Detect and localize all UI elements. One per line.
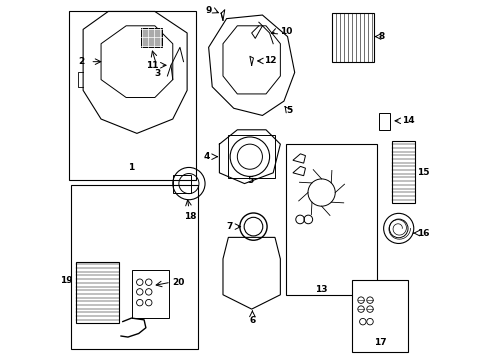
- Text: 2: 2: [79, 57, 85, 66]
- Bar: [69, 12, 196, 180]
- Text: 4: 4: [203, 152, 210, 161]
- Text: 20: 20: [172, 278, 184, 287]
- Text: 11: 11: [145, 61, 158, 70]
- Bar: [70, 185, 198, 348]
- Text: 16: 16: [416, 229, 428, 238]
- Text: 18: 18: [183, 212, 196, 221]
- Text: 12: 12: [264, 57, 276, 66]
- Text: 17: 17: [373, 338, 386, 347]
- Text: 19: 19: [61, 276, 73, 285]
- Bar: [378, 113, 389, 130]
- Bar: [285, 144, 376, 295]
- Text: 6: 6: [249, 316, 255, 325]
- Bar: [131, 270, 169, 318]
- Text: 7: 7: [226, 222, 233, 231]
- Bar: [172, 175, 190, 193]
- Bar: [140, 28, 162, 47]
- Bar: [228, 135, 274, 178]
- Text: 15: 15: [416, 168, 428, 177]
- Bar: [391, 140, 414, 203]
- Text: 14: 14: [401, 116, 413, 125]
- Text: 10: 10: [280, 27, 292, 36]
- Text: 5: 5: [285, 105, 292, 114]
- Bar: [351, 280, 407, 352]
- Text: 9: 9: [205, 6, 212, 15]
- Text: 3: 3: [154, 69, 161, 78]
- Text: 8: 8: [378, 32, 385, 41]
- Text: 13: 13: [315, 285, 327, 294]
- Text: 1: 1: [128, 163, 134, 172]
- Text: 5: 5: [246, 176, 252, 185]
- Bar: [332, 13, 373, 62]
- Bar: [76, 262, 119, 323]
